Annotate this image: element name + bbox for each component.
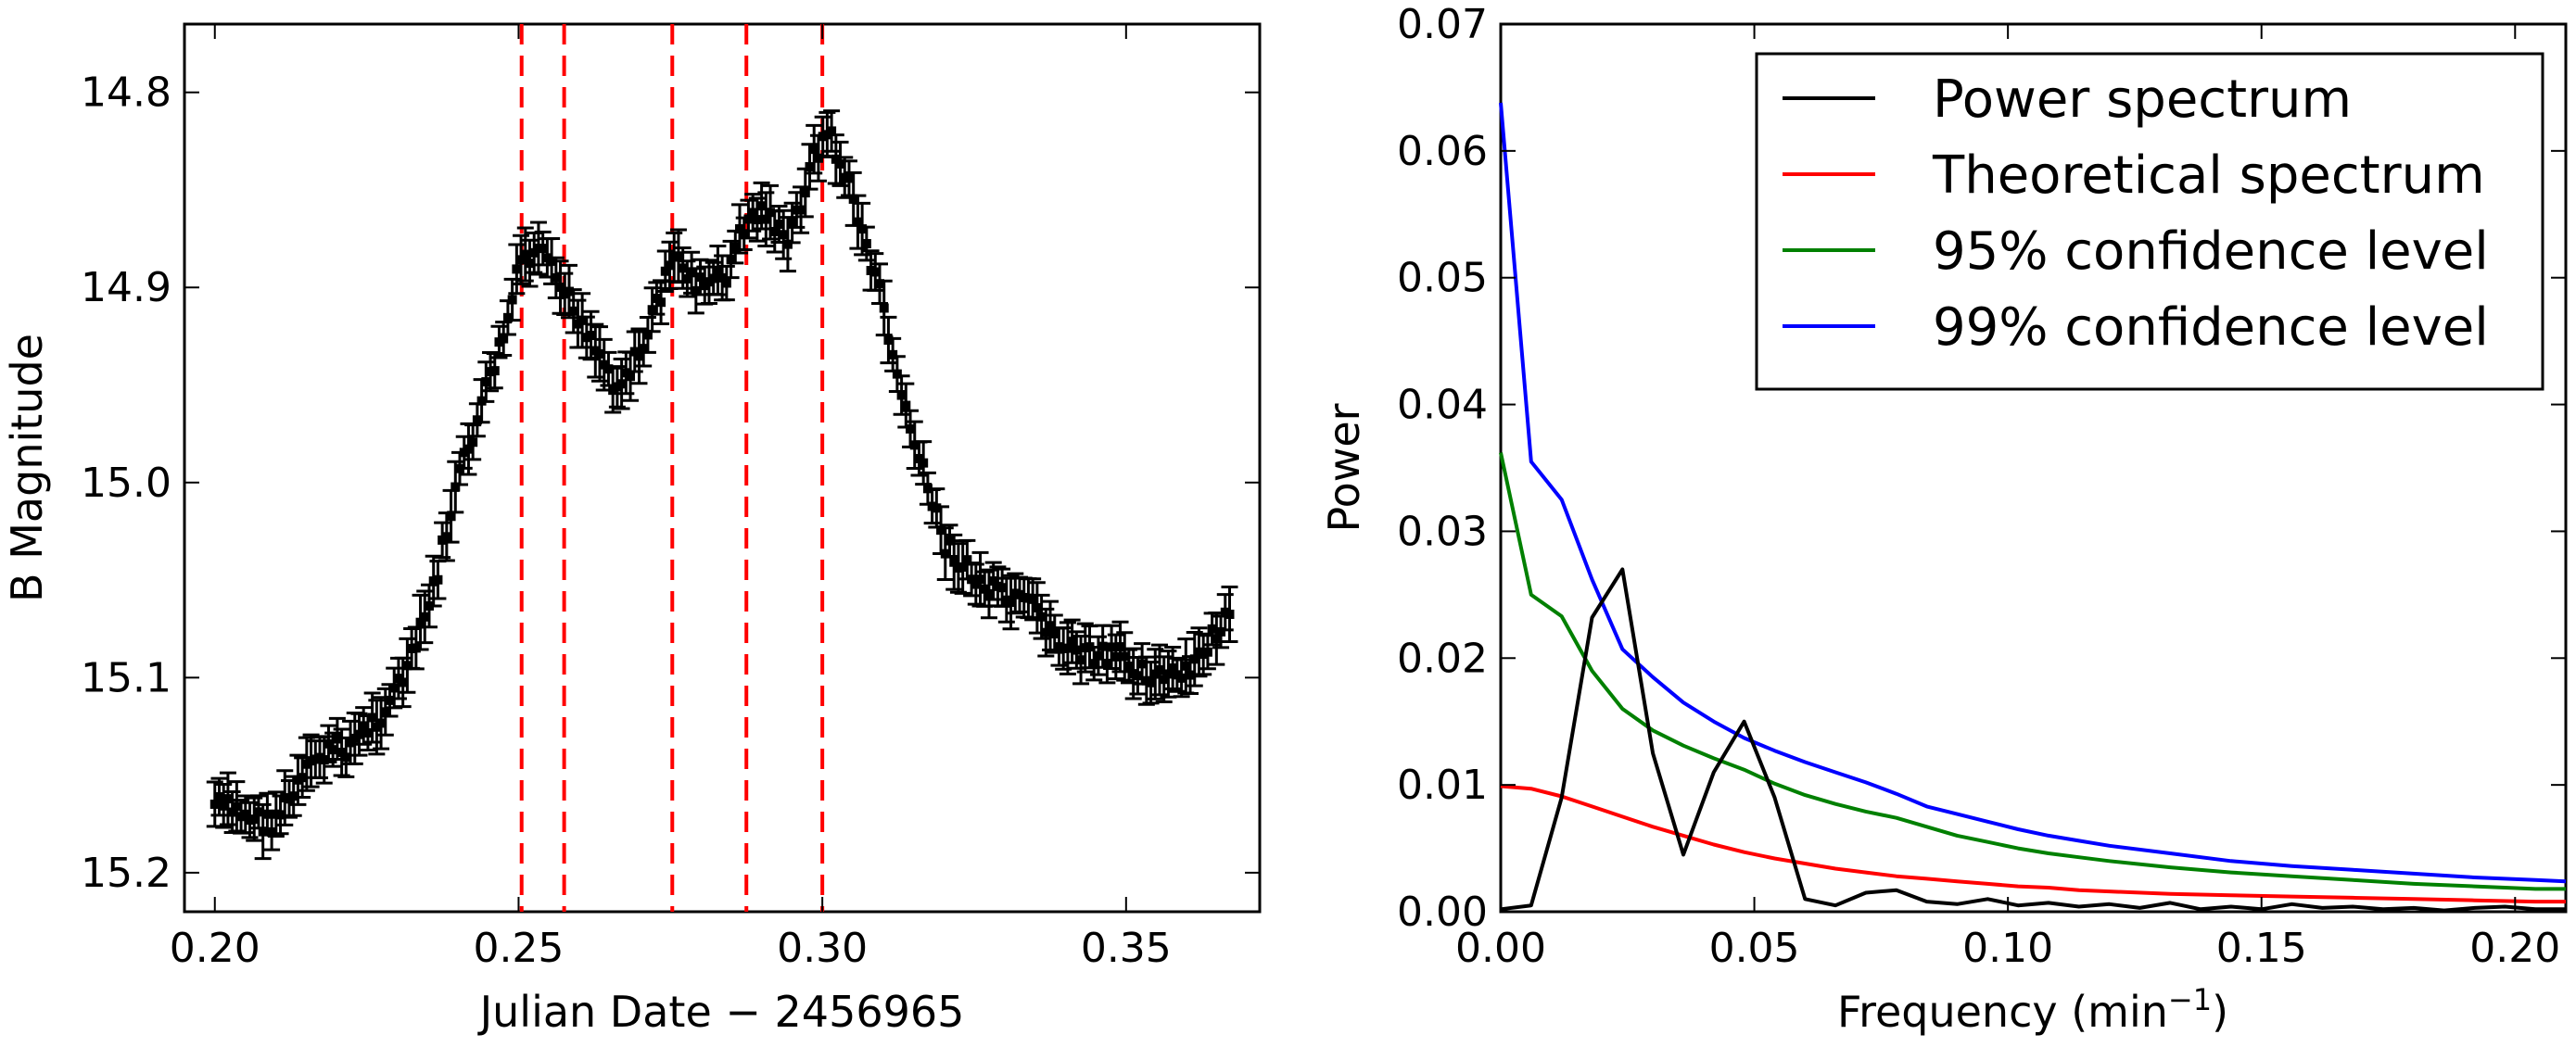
power-spectrum-x-axis-label: Frequency (min−1) [1837,982,2228,1037]
legend-label: Power spectrum [1933,69,2352,130]
y-tick-label: 0.00 [1397,889,1488,936]
light-curve-points [206,109,1238,861]
light-curve-y-ticks: 14.8 14.9 15.0 15.1 15.2 [81,69,1260,897]
theoretical-spectrum-line [1500,784,2566,904]
y-tick-label: 15.2 [81,850,171,897]
legend-entry-theoretical-spectrum: Theoretical spectrum [1783,145,2485,206]
y-tick-label: 0.01 [1397,762,1488,809]
light-curve-x-ticks: 0.20 0.25 0.30 0.35 [170,24,1172,972]
data-point [731,203,749,255]
data-point [806,123,823,175]
x-tick-label: 0.20 [2469,925,2560,972]
y-tick-label: 0.04 [1397,382,1488,429]
data-point [766,209,783,254]
data-point [1221,586,1238,643]
legend-entry-95-confidence: 95% confidence level [1783,221,2489,282]
y-tick-label: 14.8 [81,69,171,117]
x-axis-label-close: ) [2212,987,2228,1037]
light-curve-panel: 0.20 0.25 0.30 0.35 14.8 14.9 15.0 15.1 15.2 Ju… [2,22,1262,1037]
power-spectrum-line [1500,567,2566,913]
y-tick-label: 14.9 [81,264,171,311]
x-tick-label: 0.05 [1709,925,1800,972]
legend-label: 95% confidence level [1933,221,2489,282]
light-curve-x-axis-label: Julian Date − 2456965 [477,987,965,1037]
light-curve-y-axis-label: B Magnitude [2,334,52,602]
x-axis-label-superscript: −1 [2168,982,2212,1017]
data-point [1150,643,1168,697]
y-tick-label: 15.1 [81,654,171,701]
data-point [744,193,762,233]
x-tick-label: 0.00 [1455,925,1546,972]
legend-label: 99% confidence level [1933,297,2489,358]
legend-entry-99-confidence: 99% confidence level [1783,297,2489,358]
y-tick-label: 0.05 [1397,255,1488,302]
data-point [1155,655,1173,703]
y-tick-label: 0.06 [1397,128,1488,175]
confidence-99-line [1499,102,2567,884]
legend-entry-power-spectrum: Power spectrum [1783,69,2352,130]
power-spectrum-panel: 0.00 0.05 0.10 0.15 0.20 0.000.010.020.030.0… [1319,1,2568,1037]
y-tick-label: 0.07 [1397,1,1488,48]
legend-box [1755,52,2544,391]
y-tick-label: 0.02 [1397,635,1488,682]
x-tick-label: 0.20 [170,925,260,972]
power-spectrum-y-ticks: 0.00 0.01 0.02 0.03 0.04 0.05 0.06 0.07 [1397,1,2566,936]
x-tick-label: 0.25 [473,925,564,972]
data-point [630,327,648,385]
x-tick-label: 0.30 [777,925,868,972]
power-spectrum-curves [1499,102,2567,913]
light-curve-plot-area [183,22,1262,914]
legend-label: Theoretical spectrum [1932,145,2485,206]
data-point [1111,620,1129,674]
power-spectrum-y-axis-label: Power [1319,403,1369,532]
y-tick-label: 0.03 [1397,508,1488,555]
legend: Power spectrum Theoretical spectrum 95% co… [1755,52,2544,391]
x-tick-label: 0.35 [1081,925,1172,972]
power-spectrum-x-ticks: 0.00 0.05 0.10 0.15 0.20 [1455,24,2560,972]
y-tick-label: 15.0 [81,460,171,507]
x-axis-label-main: Frequency (min [1837,987,2168,1037]
confidence-95-line [1499,452,2566,891]
light-curve-vertical-lines [519,24,825,912]
x-tick-label: 0.15 [2216,925,2307,972]
data-point [656,249,674,294]
x-tick-label: 0.10 [1962,925,2053,972]
